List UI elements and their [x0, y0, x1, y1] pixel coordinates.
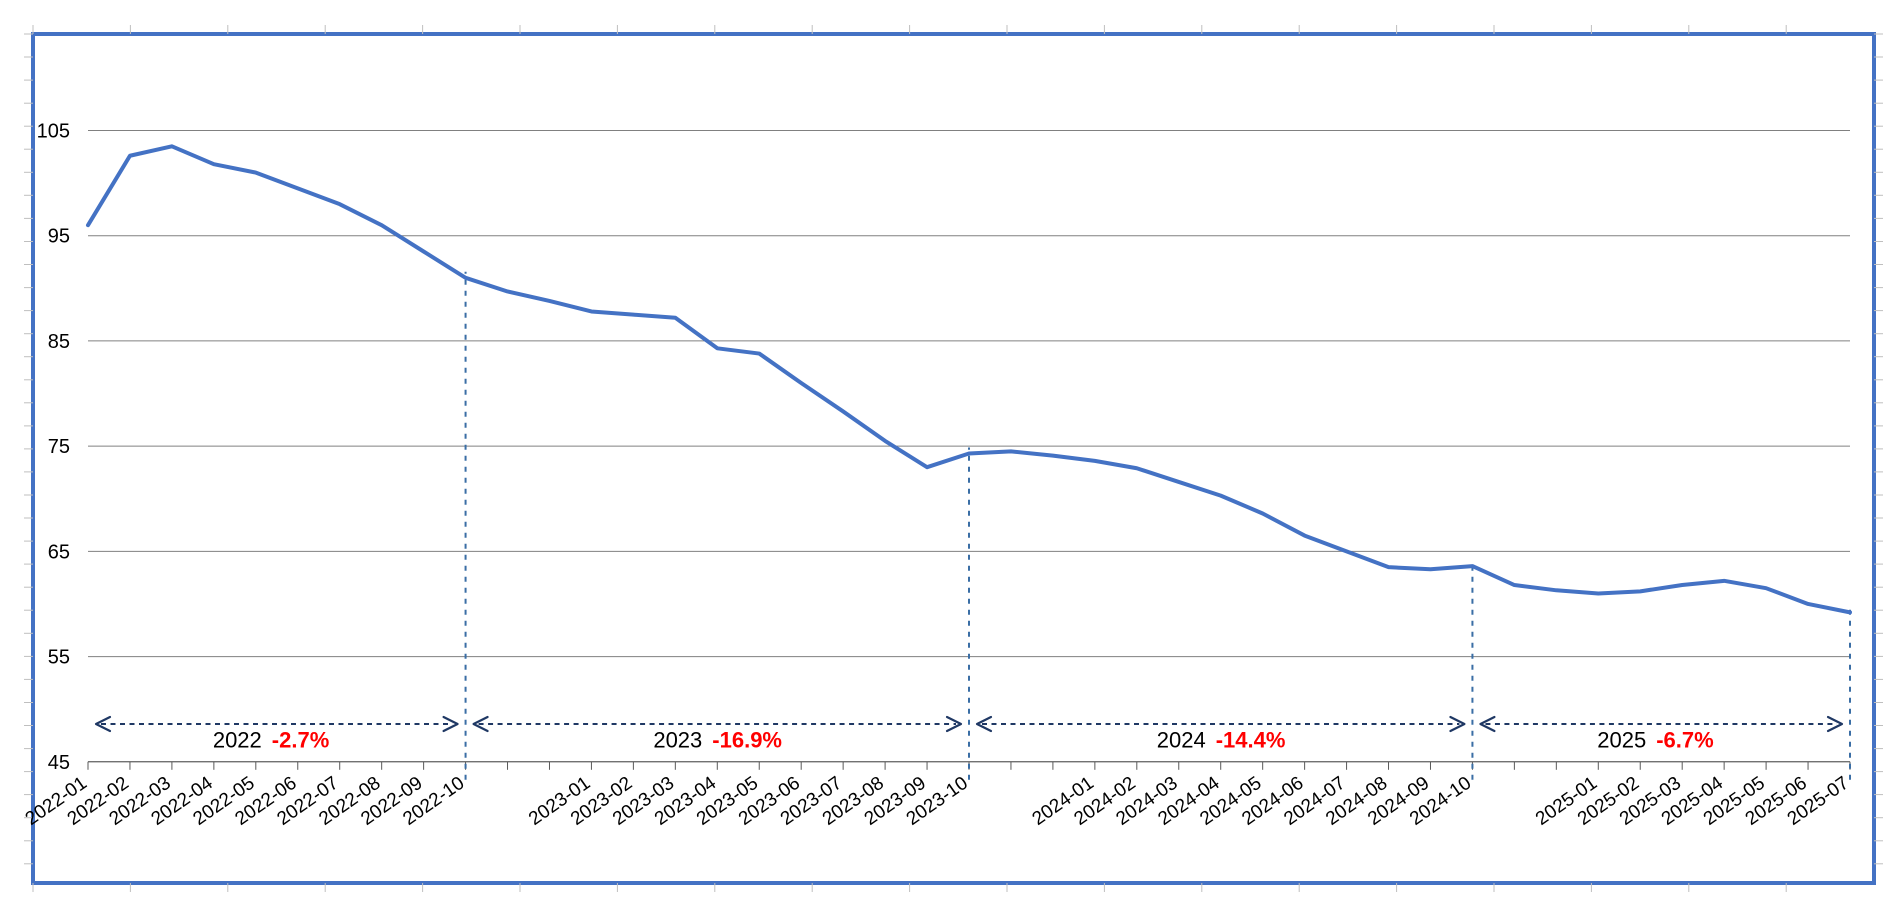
svg-text:75: 75	[48, 436, 70, 458]
svg-text:2022: 2022	[213, 728, 262, 753]
svg-text:2023: 2023	[653, 728, 702, 753]
svg-text:45: 45	[48, 752, 70, 774]
svg-text:2024: 2024	[1157, 728, 1206, 753]
svg-text:95: 95	[48, 226, 70, 248]
svg-text:-14.4%: -14.4%	[1216, 728, 1286, 753]
svg-text:105: 105	[37, 121, 70, 143]
svg-text:85: 85	[48, 331, 70, 353]
svg-text:-2.7%: -2.7%	[272, 728, 329, 753]
svg-text:65: 65	[48, 541, 70, 563]
svg-text:-16.9%: -16.9%	[712, 728, 782, 753]
svg-text:55: 55	[48, 647, 70, 669]
svg-text:-6.7%: -6.7%	[1656, 728, 1713, 753]
svg-text:2025: 2025	[1597, 728, 1646, 753]
